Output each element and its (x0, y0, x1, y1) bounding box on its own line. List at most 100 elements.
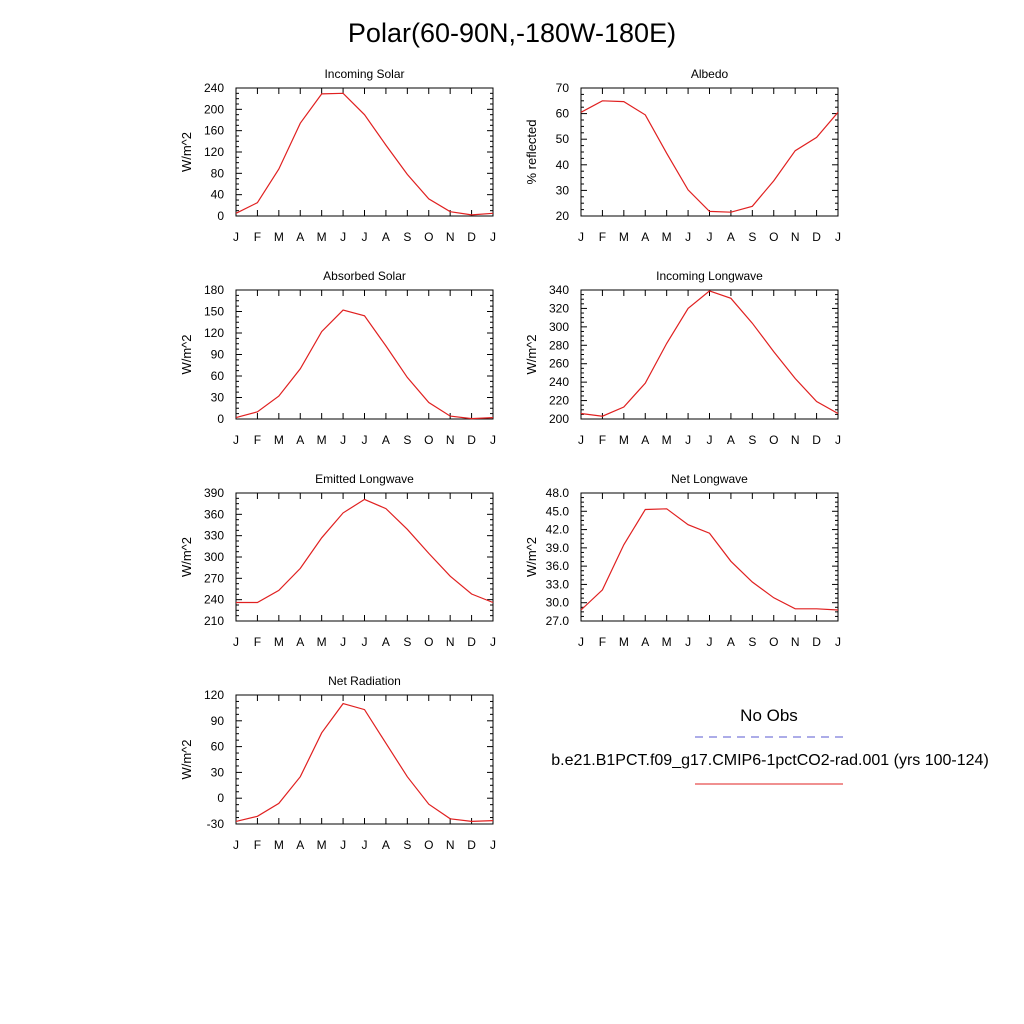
x-tick-label: J (578, 635, 584, 649)
y-tick-label: 340 (549, 283, 569, 297)
x-tick-label: S (748, 230, 756, 244)
x-tick-label: N (446, 838, 455, 852)
y-tick-label: 48.0 (546, 486, 570, 500)
x-tick-label: M (662, 230, 672, 244)
y-tick-label: 60 (556, 107, 570, 121)
x-tick-label: M (317, 635, 327, 649)
x-tick-label: F (254, 635, 261, 649)
y-tick-label: 120 (204, 326, 224, 340)
x-tick-label: J (835, 230, 841, 244)
y-tick-label: 40 (556, 158, 570, 172)
x-tick-label: A (727, 433, 735, 447)
x-tick-label: J (707, 230, 713, 244)
x-tick-label: J (233, 838, 239, 852)
x-tick-label: M (274, 433, 284, 447)
y-axis-label: W/m^2 (524, 334, 539, 374)
x-tick-label: J (490, 230, 496, 244)
y-tick-label: 240 (549, 375, 569, 389)
x-tick-label: D (812, 635, 821, 649)
y-tick-label: 210 (204, 614, 224, 628)
x-tick-label: M (619, 635, 629, 649)
x-tick-label: J (233, 635, 239, 649)
x-tick-label: A (382, 635, 390, 649)
x-tick-label: A (382, 838, 390, 852)
x-tick-label: A (382, 230, 390, 244)
x-tick-label: F (254, 433, 261, 447)
x-tick-label: N (791, 433, 800, 447)
chart-panel-6: J F M A M J J A S O N D J27.030.033.036.039.042.045.… (524, 472, 841, 649)
x-tick-label: J (707, 635, 713, 649)
chart-panel-4: J F M A M J J A S O N D J200220240260280300320340Inc… (524, 269, 841, 447)
y-tick-label: 40 (211, 188, 225, 202)
plot-frame (235, 694, 494, 825)
y-tick-label: 30 (211, 391, 225, 405)
y-tick-label: 90 (211, 348, 225, 362)
x-tick-label: F (254, 230, 261, 244)
y-tick-label: 42.0 (546, 523, 570, 537)
x-tick-label: A (296, 433, 304, 447)
y-axis-label: W/m^2 (179, 739, 194, 779)
x-tick-label: J (233, 433, 239, 447)
x-tick-label: D (467, 635, 476, 649)
x-tick-label: J (835, 433, 841, 447)
y-tick-label: 39.0 (546, 541, 570, 555)
y-tick-label: 30 (556, 183, 570, 197)
x-tick-label: S (403, 838, 411, 852)
x-tick-label: N (446, 433, 455, 447)
y-tick-label: 220 (549, 394, 569, 408)
x-tick-label: J (685, 230, 691, 244)
x-tick-label: S (403, 433, 411, 447)
x-tick-label: J (578, 230, 584, 244)
x-tick-label: D (467, 433, 476, 447)
y-tick-label: 60 (211, 740, 225, 754)
x-tick-label: D (467, 838, 476, 852)
x-tick-label: O (769, 230, 778, 244)
x-tick-label: S (748, 635, 756, 649)
y-tick-label: -30 (207, 817, 225, 831)
y-axis-label: W/m^2 (524, 537, 539, 577)
plot-frame (580, 87, 839, 217)
panel-title: Albedo (691, 67, 729, 81)
x-tick-label: M (317, 838, 327, 852)
x-tick-label: J (835, 635, 841, 649)
series-line (235, 702, 494, 823)
y-tick-label: 300 (549, 320, 569, 334)
y-tick-label: 280 (549, 338, 569, 352)
y-tick-label: 90 (211, 714, 225, 728)
panel-title: Incoming Solar (324, 67, 404, 81)
series-line (580, 100, 839, 213)
chart-panel-5: J F M A M J J A S O N D J210240270300330360390Emitte… (179, 472, 496, 649)
legend (695, 736, 843, 785)
x-tick-label: J (362, 433, 368, 447)
x-tick-label: J (340, 838, 346, 852)
x-tick-label: N (791, 635, 800, 649)
x-tick-label: A (727, 635, 735, 649)
y-tick-label: 240 (204, 81, 224, 95)
y-tick-label: 45.0 (546, 504, 570, 518)
x-tick-label: J (340, 433, 346, 447)
x-tick-label: D (812, 230, 821, 244)
x-tick-label: M (662, 433, 672, 447)
x-tick-label: J (340, 635, 346, 649)
x-tick-label: J (490, 433, 496, 447)
y-axis-label: W/m^2 (179, 334, 194, 374)
y-tick-label: 260 (549, 357, 569, 371)
x-tick-label: S (403, 635, 411, 649)
panel-title: Net Longwave (671, 472, 748, 486)
y-tick-label: 200 (204, 102, 224, 116)
panel-title: Emitted Longwave (315, 472, 414, 486)
x-tick-label: O (769, 433, 778, 447)
x-tick-label: J (340, 230, 346, 244)
series-line (235, 92, 494, 216)
x-tick-label: A (296, 635, 304, 649)
x-tick-label: O (769, 635, 778, 649)
x-tick-label: J (685, 433, 691, 447)
x-tick-label: A (641, 635, 649, 649)
series-line (236, 498, 494, 604)
y-tick-label: 50 (556, 132, 570, 146)
figure-title: Polar(60-90N,-180W-180E) (347, 18, 677, 48)
